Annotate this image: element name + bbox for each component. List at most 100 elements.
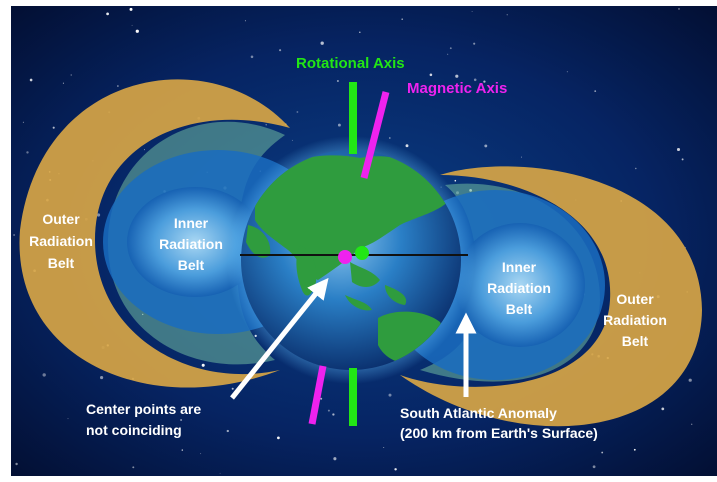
star bbox=[520, 156, 522, 158]
saa-line-1: South Atlantic Anomaly bbox=[400, 405, 557, 421]
star bbox=[661, 407, 665, 411]
star bbox=[449, 47, 452, 50]
outer-left-line-1: Outer bbox=[42, 211, 80, 227]
rotational-axis-bottom bbox=[349, 368, 357, 426]
star bbox=[691, 423, 693, 425]
center-points-arrow bbox=[230, 277, 329, 400]
star bbox=[13, 234, 16, 236]
star bbox=[594, 90, 597, 92]
star bbox=[333, 457, 337, 461]
outer-radiation-belt-left-label: Outer Radiation Belt bbox=[29, 211, 93, 271]
star bbox=[26, 151, 29, 154]
star bbox=[143, 149, 145, 151]
star bbox=[52, 126, 55, 129]
star bbox=[62, 82, 64, 84]
star bbox=[473, 42, 476, 45]
star bbox=[447, 53, 449, 55]
inner-right-line-1: Inner bbox=[502, 259, 537, 275]
star bbox=[633, 448, 636, 451]
star bbox=[226, 429, 229, 433]
star bbox=[320, 41, 324, 45]
outer-radiation-belt-right bbox=[400, 166, 702, 427]
center-points-line-1: Center points are bbox=[86, 401, 201, 417]
star bbox=[681, 158, 684, 161]
star bbox=[336, 79, 339, 83]
star bbox=[277, 436, 280, 440]
star bbox=[42, 373, 46, 377]
magnetic-axis-label: Magnetic Axis bbox=[407, 80, 507, 97]
south-atlantic-anomaly-label: South Atlantic Anomaly (200 km from Eart… bbox=[400, 405, 598, 441]
star bbox=[484, 144, 488, 148]
inner-left-line-2: Radiation bbox=[159, 236, 223, 252]
star bbox=[296, 111, 299, 113]
star bbox=[483, 80, 486, 83]
star bbox=[383, 446, 385, 449]
star bbox=[676, 147, 681, 152]
inner-radiation-belt-right-label: Inner Radiation Belt bbox=[487, 259, 551, 317]
star bbox=[601, 451, 604, 454]
star bbox=[181, 449, 184, 451]
saa-line-2: (200 km from Earth's Surface) bbox=[400, 425, 598, 441]
star bbox=[388, 137, 391, 139]
star bbox=[231, 387, 234, 390]
star bbox=[678, 8, 680, 10]
star bbox=[29, 78, 33, 82]
star bbox=[100, 376, 104, 380]
star bbox=[401, 18, 404, 21]
star bbox=[279, 49, 282, 52]
star bbox=[455, 74, 459, 78]
star bbox=[265, 124, 267, 126]
outer-right-line-3: Belt bbox=[622, 333, 649, 349]
rotational-axis-label: Rotational Axis bbox=[296, 55, 405, 72]
inner-radiation-belt-right bbox=[455, 223, 585, 347]
star bbox=[506, 14, 508, 16]
star bbox=[244, 20, 246, 22]
center-points-label: Center points are not coinciding bbox=[86, 401, 201, 438]
star bbox=[96, 213, 101, 217]
rotational-axis-top bbox=[349, 82, 357, 154]
outer-right-line-1: Outer bbox=[616, 291, 654, 307]
star bbox=[635, 167, 637, 170]
star bbox=[471, 11, 473, 13]
southeast-asia-islands bbox=[345, 262, 407, 311]
inner-right-line-2: Radiation bbox=[487, 280, 551, 296]
outer-radiation-belt-right-label: Outer Radiation Belt bbox=[603, 291, 667, 349]
star bbox=[394, 468, 397, 471]
star bbox=[332, 413, 335, 416]
star bbox=[327, 409, 330, 412]
inner-left-line-3: Belt bbox=[178, 257, 205, 273]
magnetic-axis-top bbox=[360, 91, 390, 179]
star bbox=[132, 466, 135, 469]
star bbox=[359, 31, 361, 34]
star bbox=[688, 378, 692, 382]
outer-left-line-2: Radiation bbox=[29, 233, 93, 249]
star bbox=[180, 418, 183, 422]
outer-right-line-2: Radiation bbox=[603, 312, 667, 328]
star bbox=[219, 472, 221, 474]
star bbox=[405, 144, 409, 148]
rotational-center-dot bbox=[355, 246, 369, 260]
inner-right-line-3: Belt bbox=[506, 301, 533, 317]
arabia-landmass bbox=[246, 225, 271, 258]
earth-landmasses bbox=[246, 155, 455, 365]
star bbox=[200, 453, 202, 455]
star bbox=[67, 418, 69, 420]
star bbox=[129, 7, 133, 11]
star bbox=[566, 71, 569, 73]
star bbox=[201, 363, 205, 367]
star bbox=[117, 85, 119, 87]
star bbox=[429, 73, 433, 77]
star bbox=[70, 74, 72, 76]
star bbox=[22, 121, 24, 123]
center-points-line-2: not coinciding bbox=[86, 422, 182, 438]
star bbox=[131, 24, 133, 26]
star bbox=[473, 78, 477, 82]
star bbox=[454, 179, 457, 182]
star bbox=[388, 393, 392, 397]
star bbox=[15, 462, 18, 466]
inner-radiation-belt-left-label: Inner Radiation Belt bbox=[159, 215, 223, 273]
outer-left-line-3: Belt bbox=[48, 255, 75, 271]
star bbox=[250, 55, 254, 59]
outer-radiation-belt-left bbox=[19, 79, 291, 388]
